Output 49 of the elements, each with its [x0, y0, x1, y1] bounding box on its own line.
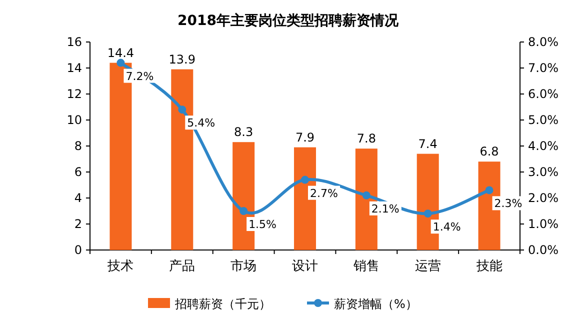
- data-label: 8.3: [234, 125, 254, 140]
- y-tick-label: 0: [74, 243, 82, 257]
- y2-tick-label: 1.0%: [528, 217, 558, 231]
- data-label: 7.2%: [126, 70, 154, 83]
- y2-tick-label: 4.0%: [528, 139, 558, 153]
- data-label: 2.3%: [494, 197, 522, 210]
- point: [362, 191, 370, 200]
- chart-title: 2018年主要岗位类型招聘薪资情况: [178, 12, 400, 29]
- data-label: 1.4%: [432, 220, 461, 234]
- point: [178, 106, 186, 114]
- data-label: 14.4: [107, 46, 134, 60]
- point: [301, 176, 309, 184]
- y2-tick-label: 5.0%: [528, 113, 558, 127]
- data-label: 13.9: [168, 52, 196, 66]
- x-tick-label: 技术: [106, 259, 134, 274]
- x-tick-label: 运营: [414, 259, 441, 274]
- y2-tick-label: 8.0%: [528, 35, 558, 49]
- y-tick-label: 2: [74, 217, 82, 231]
- data-label: 6.8: [480, 144, 499, 159]
- point: [485, 186, 494, 194]
- point: [424, 210, 432, 218]
- y2-tick-label: 3.0%: [528, 165, 558, 179]
- y2-tick-label: 2.0%: [528, 191, 558, 205]
- data-label: 1.5%: [248, 218, 277, 231]
- y-tick-label: 16: [66, 35, 82, 49]
- y2-tick-label: 0.0%: [528, 243, 558, 257]
- x-tick-label: 技能: [475, 259, 502, 274]
- y-tick-label: 6: [74, 165, 82, 179]
- y-tick-label: 14: [66, 61, 82, 75]
- y-tick-label: 8: [74, 139, 82, 153]
- data-label: 5.4%: [187, 116, 216, 130]
- y2-tick-label: 6.0%: [528, 87, 558, 101]
- y2-tick-label: 7.0%: [528, 61, 558, 75]
- x-tick-label: 产品: [169, 259, 196, 274]
- x-tick-label: 销售: [352, 259, 380, 274]
- y-tick-label: 4: [74, 191, 82, 205]
- data-label: 7.9: [295, 130, 315, 144]
- data-label: 7.4: [418, 136, 438, 151]
- x-tick-label: 设计: [292, 259, 318, 274]
- data-label: 2.7%: [310, 186, 338, 200]
- y-tick-label: 10: [66, 113, 82, 127]
- point: [240, 207, 248, 215]
- point: [116, 58, 125, 67]
- data-label: 7.8: [356, 132, 376, 146]
- y-tick-label: 12: [66, 87, 82, 101]
- legend-label: 薪资增幅（%）: [334, 297, 418, 311]
- legend-label: 招聘薪资（千元）: [174, 297, 271, 311]
- data-label: 2.1%: [371, 202, 400, 216]
- x-tick-label: 市场: [230, 259, 257, 274]
